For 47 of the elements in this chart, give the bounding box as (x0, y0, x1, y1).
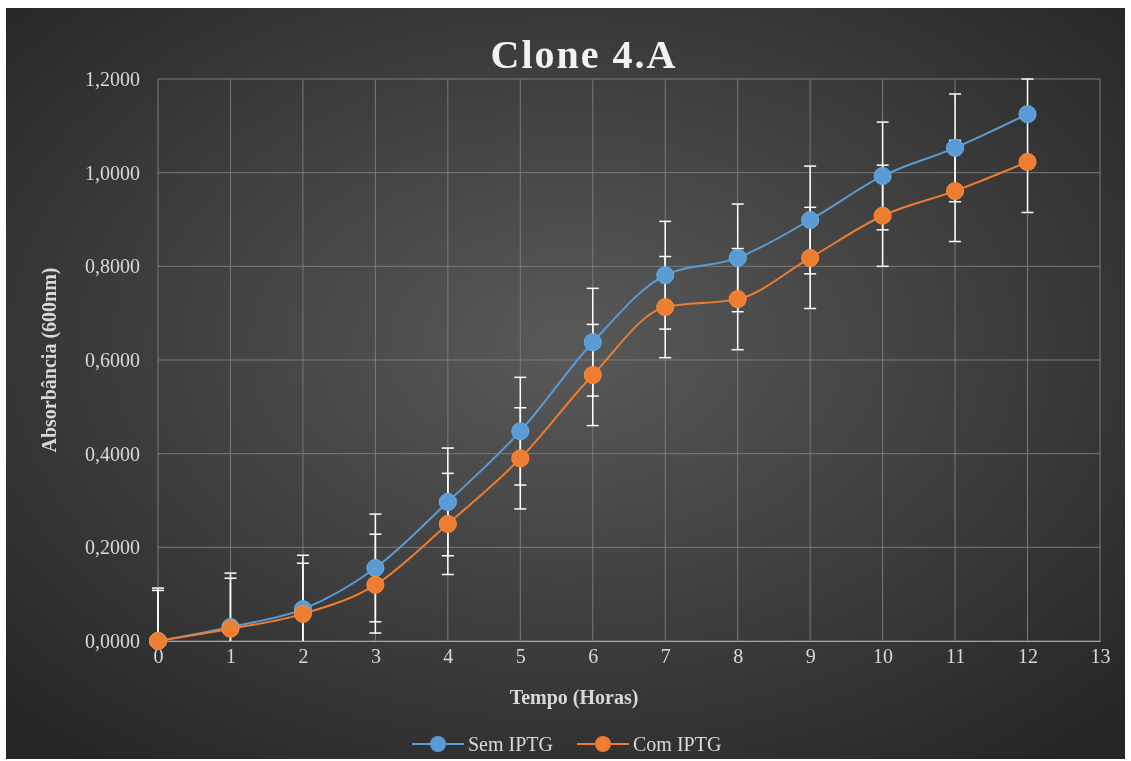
point (656, 298, 675, 317)
point (583, 333, 602, 352)
point (946, 181, 965, 200)
x-tick-label: 2 (298, 645, 309, 668)
y-axis-title: Absorbância (600nm) (38, 267, 61, 453)
legend-label: Com IPTG (633, 733, 722, 755)
point (801, 248, 820, 267)
x-tick-label: 13 (1090, 645, 1111, 668)
point (873, 166, 892, 185)
point (946, 138, 965, 157)
point (801, 210, 820, 230)
point (583, 365, 602, 385)
y-tick-label: 0,0000 (85, 629, 140, 652)
x-axis-title: Tempo (Horas) (509, 686, 639, 709)
point (873, 206, 892, 225)
point (438, 492, 457, 511)
legend-label: Sem IPTG (468, 733, 553, 755)
x-tick-label: 9 (805, 645, 816, 668)
x-tick-label: 11 (945, 645, 966, 668)
x-tick-label: 8 (733, 645, 744, 668)
x-tick-label: 1 (225, 645, 236, 668)
y-tick-label: 0,6000 (85, 348, 140, 371)
x-tick-label: 12 (1018, 645, 1039, 668)
chart-title: Clone 4.A (490, 32, 678, 77)
point (438, 514, 457, 533)
x-tick-label: 3 (370, 645, 381, 668)
point (366, 558, 385, 577)
point (1018, 105, 1037, 124)
x-tick-label: 6 (588, 645, 599, 668)
y-tick-label: 0,4000 (85, 442, 140, 465)
point (728, 290, 747, 309)
point (656, 266, 675, 285)
y-tick-label: 1,2000 (85, 67, 140, 90)
point (366, 575, 385, 594)
point (1018, 152, 1037, 171)
x-tick-label: 0 (153, 645, 164, 668)
y-tick-label: 0,8000 (85, 255, 140, 278)
y-tick-label: 1,0000 (85, 161, 140, 184)
point (728, 248, 747, 267)
point (293, 604, 312, 623)
point (511, 449, 530, 468)
x-tick-label: 4 (443, 645, 454, 668)
point (511, 422, 530, 441)
x-tick-label: 5 (515, 645, 526, 668)
x-tick-label: 10 (873, 645, 894, 668)
y-tick-label: 0,2000 (85, 536, 140, 559)
x-tick-label: 7 (660, 645, 671, 668)
